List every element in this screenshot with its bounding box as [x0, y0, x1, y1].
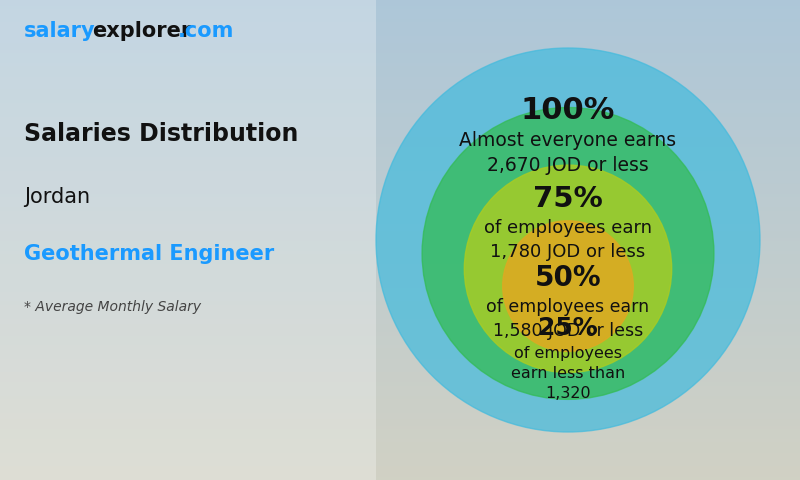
Text: 50%: 50%: [534, 264, 602, 292]
Text: Almost everyone earns
2,670 JOD or less: Almost everyone earns 2,670 JOD or less: [459, 131, 677, 175]
Text: Jordan: Jordan: [24, 187, 90, 207]
Text: 100%: 100%: [521, 96, 615, 125]
Text: Geothermal Engineer: Geothermal Engineer: [24, 244, 274, 264]
Circle shape: [502, 221, 634, 351]
Text: of employees earn
1,580 JOD or less: of employees earn 1,580 JOD or less: [486, 298, 650, 340]
FancyBboxPatch shape: [0, 0, 376, 480]
Text: 25%: 25%: [538, 316, 598, 340]
Text: of employees earn
1,780 JOD or less: of employees earn 1,780 JOD or less: [484, 219, 652, 261]
Text: of employees
earn less than
1,320: of employees earn less than 1,320: [511, 346, 625, 401]
Circle shape: [464, 165, 672, 372]
Text: Salaries Distribution: Salaries Distribution: [24, 122, 298, 146]
Text: 75%: 75%: [533, 185, 603, 213]
Circle shape: [422, 108, 714, 399]
Circle shape: [376, 48, 760, 432]
Text: explorer: explorer: [92, 21, 191, 41]
Text: salary: salary: [24, 21, 96, 41]
Text: .com: .com: [178, 21, 234, 41]
Text: * Average Monthly Salary: * Average Monthly Salary: [24, 300, 201, 314]
